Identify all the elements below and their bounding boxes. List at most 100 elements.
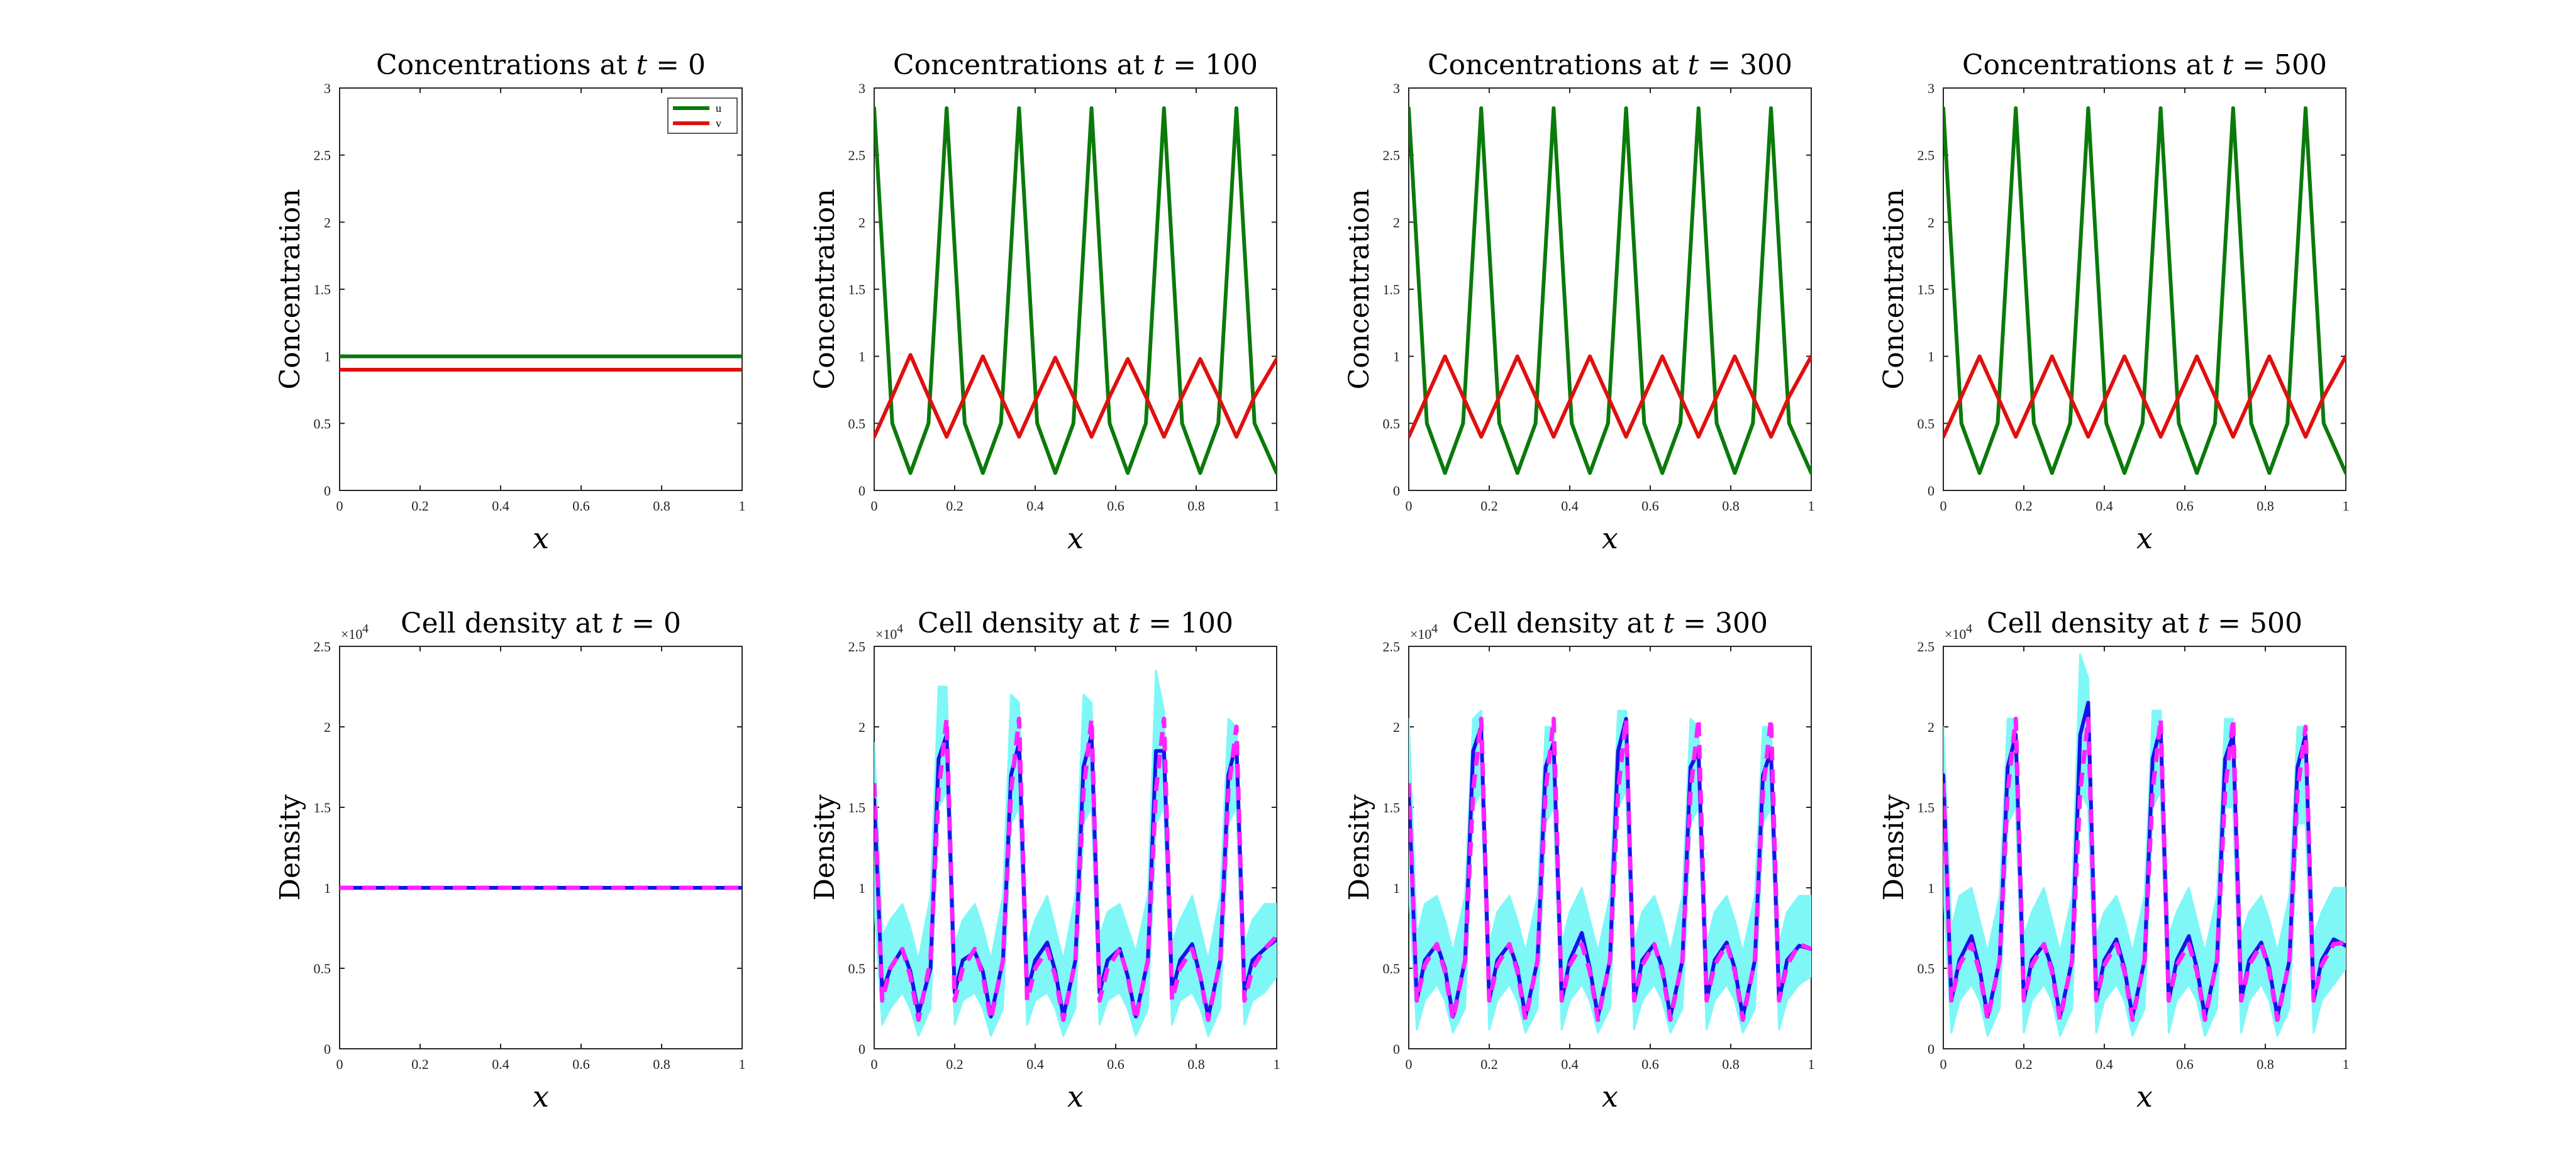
chart3-xlabel: x <box>1602 521 1618 555</box>
chart2-plot-area <box>874 106 1277 475</box>
chart6-title-var: t <box>1128 607 1140 639</box>
chart3-ytick-label: 1.5 <box>1383 282 1401 297</box>
chart7-ylabel: Density <box>1343 794 1375 900</box>
chart6-ytick-label: 1.5 <box>848 800 866 815</box>
chart7-plot-area <box>1409 709 1811 1034</box>
chart1-xtick-label: 1 <box>739 498 746 514</box>
chart6-axis-multiplier: ×10 <box>875 626 897 642</box>
chart1-xtick-label: 0 <box>336 498 343 514</box>
chart3-plot-area <box>1409 106 1811 475</box>
chart7-series-band-band <box>1409 709 1811 1034</box>
chart2-ytick-label: 2.5 <box>848 148 866 163</box>
chart4-ytick-label: 0.5 <box>1918 416 1935 431</box>
chart3-title-eq: = 300 <box>1699 49 1792 81</box>
chart8-plot-area <box>1943 653 2346 1037</box>
chart8-title-eq: = 500 <box>2209 607 2302 639</box>
chart3-title: Concentrations at t = 300 <box>1428 49 1792 81</box>
chart8-xtick-label: 0.6 <box>2176 1056 2194 1072</box>
chart7-title: Cell density at t = 300 <box>1452 607 1768 639</box>
chart5-ylabel: Density <box>274 794 306 900</box>
chart6-ytick-label: 0.5 <box>848 961 866 976</box>
chart5-ytick-label: 1 <box>324 880 331 896</box>
chart8-ytick-label: 2 <box>1928 719 1935 735</box>
chart4-xtick-label: 1 <box>2343 498 2350 514</box>
chart4-ylabel: Concentration <box>1878 189 1910 389</box>
chart1-ytick-label: 0 <box>324 483 331 499</box>
chart8-ytick-label: 1 <box>1928 880 1935 896</box>
chart1-xtick-label: 0.6 <box>572 498 590 514</box>
chart8-title-var: t <box>2197 607 2209 639</box>
chart3-xtick-label: 0.4 <box>1561 498 1579 514</box>
chart7-xtick-label: 0.4 <box>1561 1056 1579 1072</box>
chart4-xtick-label: 0 <box>1940 498 1947 514</box>
chart5-ytick-label: 1.5 <box>314 800 331 815</box>
chart5-xtick-label: 0 <box>336 1056 343 1072</box>
chart2-ytick-label: 3 <box>858 80 865 96</box>
chart7-axis-multiplier: ×10 <box>1410 626 1431 642</box>
chart8: 0 0.2 0.4 0.6 0.8 1 0 0.5 1 1.5 2 2.5 ×10 4 Cell densi… <box>1878 607 2350 1114</box>
chart8-ytick-label: 2.5 <box>1918 639 1935 655</box>
chart2-xtick-label: 0 <box>871 498 878 514</box>
chart5-ytick-label: 2.5 <box>314 639 331 655</box>
chart2-series-u-line <box>874 106 1277 475</box>
chart5-axis-multiplier: ×10 <box>341 626 362 642</box>
chart2-series-v-line <box>874 353 1277 439</box>
chart5-xtick-label: 0.4 <box>492 1056 509 1072</box>
chart6-ylabel: Density <box>809 794 841 900</box>
chart8-axis-exponent: 4 <box>1966 622 1972 636</box>
chart8-ylabel: Density <box>1878 794 1910 900</box>
chart5-title-var: t <box>611 607 623 639</box>
chart7-ytick-label: 1 <box>1393 880 1400 896</box>
chart7-ytick-label: 2.5 <box>1383 639 1401 655</box>
chart2-title-prefix: Concentrations at <box>893 49 1153 81</box>
chart4-ytick-label: 0 <box>1928 483 1935 499</box>
chart2-ytick-label: 0.5 <box>848 416 866 431</box>
chart7-axis-exponent: 4 <box>1431 622 1438 636</box>
chart6: 0 0.2 0.4 0.6 0.8 1 0 0.5 1 1.5 2 2.5 ×10 4 Cell densi… <box>809 607 1280 1114</box>
chart8-xtick-label: 0.4 <box>2096 1056 2113 1072</box>
chart7-xtick-label: 0 <box>1406 1056 1413 1072</box>
chart4-xtick-label: 0.4 <box>2096 498 2113 514</box>
chart1-ytick-label: 3 <box>324 80 331 96</box>
chart8-series-mean-line <box>1943 716 2346 1022</box>
chart6-ytick-label: 0 <box>858 1041 865 1057</box>
chart2-xtick-label: 0.8 <box>1187 498 1205 514</box>
chart4-title-prefix: Concentrations at <box>1962 49 2223 81</box>
chart5-title-prefix: Cell density at <box>401 607 611 639</box>
chart4-xlabel: x <box>2136 521 2153 555</box>
chart1-title-prefix: Concentrations at <box>376 49 636 81</box>
chart5-xtick-label: 0.8 <box>653 1056 670 1072</box>
chart1-ylabel: Concentration <box>274 189 306 389</box>
chart3-ytick-label: 2 <box>1393 214 1400 230</box>
chart3-ytick-label: 0.5 <box>1383 416 1401 431</box>
chart5-title: Cell density at t = 0 <box>401 607 681 639</box>
chart7-xtick-label: 0.2 <box>1480 1056 1498 1072</box>
chart4-title-var: t <box>2223 49 2234 81</box>
chart1: 0 0.2 0.4 0.6 0.8 1 0 0.5 1 1.5 2 2.5 3 Concentration… <box>274 49 746 555</box>
chart1-title-eq: = 0 <box>647 49 706 81</box>
chart1-ytick-label: 0.5 <box>314 416 331 431</box>
chart6-series-band-band <box>874 669 1277 1037</box>
chart6-xtick-label: 1 <box>1274 1056 1280 1072</box>
chart2-xtick-label: 0.2 <box>946 498 963 514</box>
chart1-title-var: t <box>636 49 647 81</box>
chart4-ytick-label: 3 <box>1928 80 1935 96</box>
chart3-ytick-label: 2.5 <box>1383 148 1401 163</box>
chart5-ytick-label: 0 <box>324 1041 331 1057</box>
chart7-xtick-label: 1 <box>1808 1056 1815 1072</box>
chart5-axis-exponent: 4 <box>362 622 369 636</box>
chart7-series-mean-line <box>1409 716 1811 1022</box>
chart3-series-v-line <box>1409 354 1811 439</box>
chart1-ytick-label: 1 <box>324 349 331 365</box>
chart6-xtick-label: 0.2 <box>946 1056 963 1072</box>
chart8-ytick-label: 0.5 <box>1918 961 1935 976</box>
chart3-xtick-label: 0.6 <box>1641 498 1659 514</box>
chart6-title-prefix: Cell density at <box>918 607 1128 639</box>
chart7-ytick-label: 2 <box>1393 719 1400 735</box>
chart3: 0 0.2 0.4 0.6 0.8 1 0 0.5 1 1.5 2 2.5 3 Concentration… <box>1343 49 1815 555</box>
chart4: 0 0.2 0.4 0.6 0.8 1 0 0.5 1 1.5 2 2.5 3 Concentration… <box>1878 49 2350 555</box>
chart1-legend-label-v: v <box>716 117 721 130</box>
chart6-series-mean-line <box>874 716 1277 1022</box>
chart5-xtick-label: 0.2 <box>411 1056 429 1072</box>
chart4-ytick-label: 1 <box>1928 349 1935 365</box>
